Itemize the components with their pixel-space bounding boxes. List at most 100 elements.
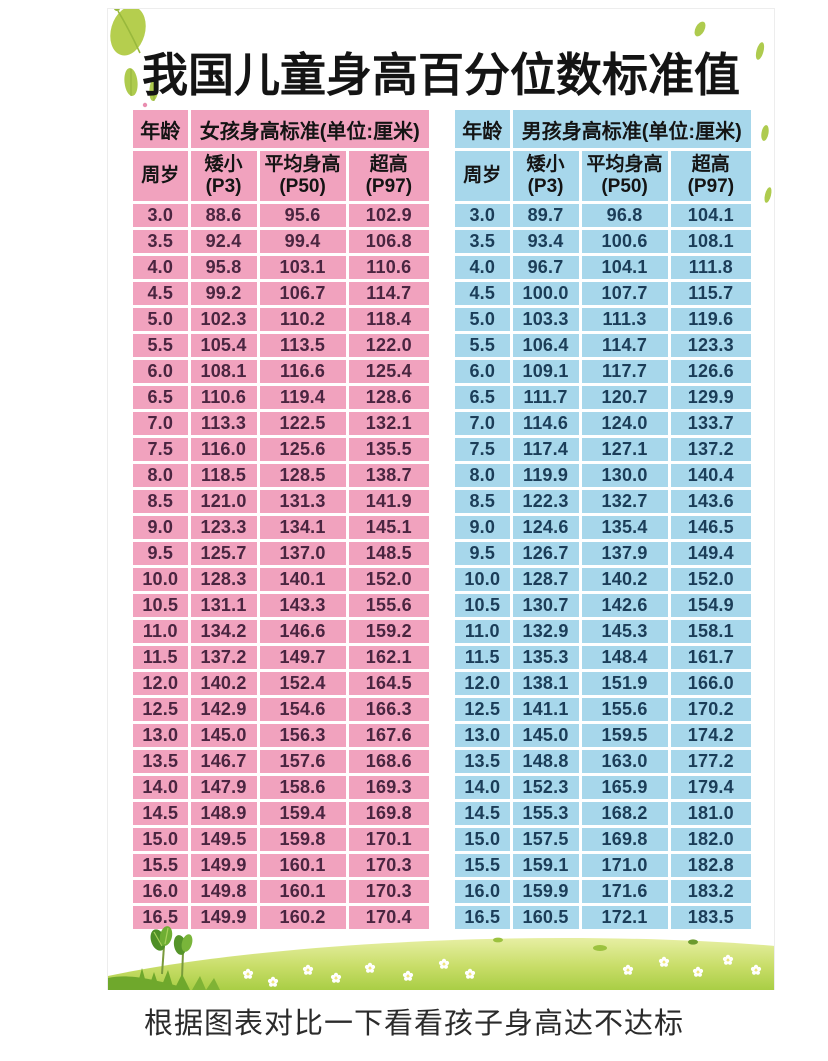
height-cell: 149.9 bbox=[190, 906, 257, 929]
height-cell: 174.2 bbox=[670, 724, 751, 747]
age-cell: 7.5 bbox=[133, 438, 188, 461]
height-cell: 158.1 bbox=[670, 620, 751, 643]
table-row: 10.0 128.7 140.2 152.0 bbox=[455, 568, 751, 591]
age-cell: 4.5 bbox=[455, 282, 510, 305]
age-cell: 16.5 bbox=[133, 906, 188, 929]
height-cell: 159.1 bbox=[512, 854, 579, 877]
small-tree-icon bbox=[150, 926, 173, 975]
height-cell: 122.5 bbox=[259, 412, 346, 435]
age-cell: 8.5 bbox=[455, 490, 510, 513]
tables-row: 年龄 女孩身高标准(单位:厘米) 周岁 矮小 (P3) 平均身高 (P50) 超高 (P97) 3… bbox=[130, 107, 754, 932]
height-cell: 93.4 bbox=[512, 230, 579, 253]
height-cell: 110.6 bbox=[190, 386, 257, 409]
table-row: 16.5 149.9 160.2 170.4 bbox=[133, 906, 429, 929]
age-cell: 9.5 bbox=[455, 542, 510, 565]
height-cell: 140.4 bbox=[670, 464, 751, 487]
height-cell: 104.1 bbox=[581, 256, 668, 279]
table-row: 11.5 137.2 149.7 162.1 bbox=[133, 646, 429, 669]
height-cell: 115.7 bbox=[670, 282, 751, 305]
height-cell: 161.7 bbox=[670, 646, 751, 669]
height-cell: 100.0 bbox=[512, 282, 579, 305]
height-cell: 148.9 bbox=[190, 802, 257, 825]
height-cell: 159.5 bbox=[581, 724, 668, 747]
table-row: 7.0 113.3 122.5 132.1 bbox=[133, 412, 429, 435]
age-cell: 5.5 bbox=[133, 334, 188, 357]
height-cell: 152.0 bbox=[670, 568, 751, 591]
table-row: 12.5 141.1 155.6 170.2 bbox=[455, 698, 751, 721]
age-cell: 13.0 bbox=[455, 724, 510, 747]
table-row: 6.5 111.7 120.7 129.9 bbox=[455, 386, 751, 409]
height-cell: 183.5 bbox=[670, 906, 751, 929]
height-cell: 126.7 bbox=[512, 542, 579, 565]
age-cell: 13.5 bbox=[133, 750, 188, 773]
height-cell: 148.5 bbox=[348, 542, 429, 565]
height-cell: 156.3 bbox=[259, 724, 346, 747]
height-cell: 113.3 bbox=[190, 412, 257, 435]
height-cell: 106.4 bbox=[512, 334, 579, 357]
age-cell: 6.5 bbox=[455, 386, 510, 409]
height-cell: 95.6 bbox=[259, 204, 346, 227]
col-header-p50: 平均身高 (P50) bbox=[259, 151, 346, 201]
height-cell: 125.4 bbox=[348, 360, 429, 383]
age-cell: 7.0 bbox=[133, 412, 188, 435]
table-row: 13.5 148.8 163.0 177.2 bbox=[455, 750, 751, 773]
height-cell: 123.3 bbox=[670, 334, 751, 357]
age-cell: 14.5 bbox=[455, 802, 510, 825]
age-cell: 14.0 bbox=[133, 776, 188, 799]
age-cell: 10.5 bbox=[133, 594, 188, 617]
height-cell: 132.7 bbox=[581, 490, 668, 513]
table-row: 4.5 99.2 106.7 114.7 bbox=[133, 282, 429, 305]
height-cell: 134.2 bbox=[190, 620, 257, 643]
height-cell: 106.7 bbox=[259, 282, 346, 305]
age-header: 年龄 bbox=[455, 110, 510, 148]
height-cell: 124.6 bbox=[512, 516, 579, 539]
table-row: 15.5 159.1 171.0 182.8 bbox=[455, 854, 751, 877]
table-row: 9.5 125.7 137.0 148.5 bbox=[133, 542, 429, 565]
age-cell: 15.0 bbox=[455, 828, 510, 851]
height-cell: 132.1 bbox=[348, 412, 429, 435]
height-cell: 116.0 bbox=[190, 438, 257, 461]
age-cell: 11.0 bbox=[455, 620, 510, 643]
age-cell: 6.0 bbox=[133, 360, 188, 383]
height-cell: 143.3 bbox=[259, 594, 346, 617]
height-cell: 171.6 bbox=[581, 880, 668, 903]
height-cell: 146.6 bbox=[259, 620, 346, 643]
table-row: 14.0 152.3 165.9 179.4 bbox=[455, 776, 751, 799]
age-cell: 3.0 bbox=[455, 204, 510, 227]
height-cell: 141.1 bbox=[512, 698, 579, 721]
height-cell: 162.1 bbox=[348, 646, 429, 669]
age-cell: 3.0 bbox=[133, 204, 188, 227]
table-row: 6.0 109.1 117.7 126.6 bbox=[455, 360, 751, 383]
height-cell: 149.4 bbox=[670, 542, 751, 565]
girls-height-table: 年龄 女孩身高标准(单位:厘米) 周岁 矮小 (P3) 平均身高 (P50) 超高 (P97) 3… bbox=[130, 107, 432, 932]
table-row: 5.0 103.3 111.3 119.6 bbox=[455, 308, 751, 331]
height-cell: 158.6 bbox=[259, 776, 346, 799]
age-cell: 12.0 bbox=[133, 672, 188, 695]
height-cell: 128.6 bbox=[348, 386, 429, 409]
height-cell: 154.6 bbox=[259, 698, 346, 721]
table-row: 13.0 145.0 156.3 167.6 bbox=[133, 724, 429, 747]
height-cell: 134.1 bbox=[259, 516, 346, 539]
height-cell: 146.7 bbox=[190, 750, 257, 773]
col-header-p97: 超高 (P97) bbox=[348, 151, 429, 201]
grass-edge bbox=[108, 976, 188, 990]
bush-dot bbox=[688, 939, 698, 945]
age-cell: 10.0 bbox=[455, 568, 510, 591]
height-cell: 147.9 bbox=[190, 776, 257, 799]
height-cell: 182.0 bbox=[670, 828, 751, 851]
height-cell: 108.1 bbox=[190, 360, 257, 383]
height-cell: 148.4 bbox=[581, 646, 668, 669]
age-cell: 5.0 bbox=[133, 308, 188, 331]
boys-height-table: 年龄 男孩身高标准(单位:厘米) 周岁 矮小 (P3) 平均身高 (P50) 超高 (P97) 3… bbox=[452, 107, 754, 932]
height-cell: 114.7 bbox=[348, 282, 429, 305]
table-row: 11.0 134.2 146.6 159.2 bbox=[133, 620, 429, 643]
height-cell: 145.3 bbox=[581, 620, 668, 643]
height-cell: 118.5 bbox=[190, 464, 257, 487]
height-cell: 154.9 bbox=[670, 594, 751, 617]
age-cell: 15.0 bbox=[133, 828, 188, 851]
height-cell: 118.4 bbox=[348, 308, 429, 331]
height-cell: 108.1 bbox=[670, 230, 751, 253]
age-cell: 9.5 bbox=[133, 542, 188, 565]
height-cell: 135.3 bbox=[512, 646, 579, 669]
height-cell: 170.3 bbox=[348, 854, 429, 877]
